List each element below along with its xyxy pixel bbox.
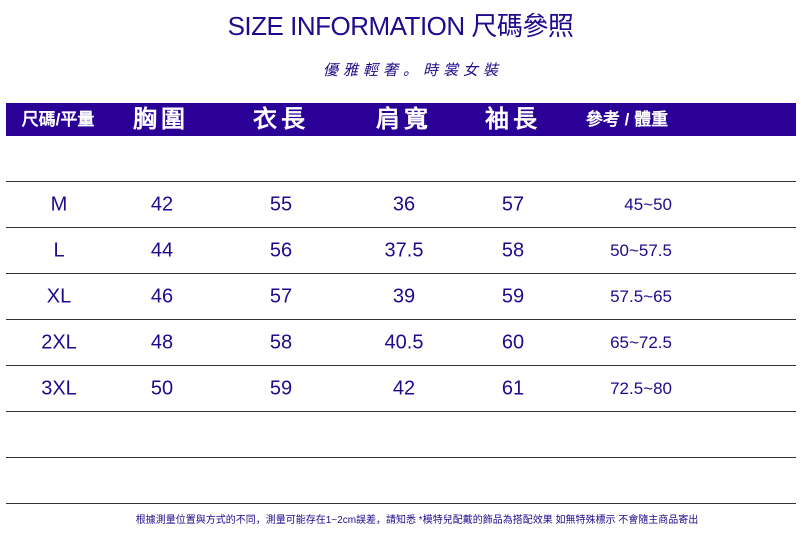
table-cell: 39 xyxy=(392,285,416,308)
row-divider xyxy=(6,273,796,274)
header-cell: 肩寬 xyxy=(376,106,432,133)
table-cell: 58 xyxy=(269,331,293,354)
footnote: 根據測量位置與方式的不同，測量可能存在1~2cm誤差，請知悉 *模特兒配戴的飾品… xyxy=(135,515,699,526)
table-cell: 3XL xyxy=(41,377,77,400)
table-cell: 55 xyxy=(269,193,293,216)
row-divider xyxy=(6,319,796,320)
table-cell: 56 xyxy=(269,239,293,262)
table-cell: 45~50 xyxy=(624,195,672,214)
table-cell: 48 xyxy=(150,331,174,354)
table-cell: 59 xyxy=(269,377,293,400)
table-cell: 40.5 xyxy=(384,331,424,354)
table-cell: 42 xyxy=(150,193,174,216)
row-divider xyxy=(6,365,796,366)
table-cell: XL xyxy=(46,285,72,308)
table-cell: 42 xyxy=(392,377,416,400)
row-divider xyxy=(6,457,796,458)
row-divider xyxy=(6,227,796,228)
table-header: 尺碼/平量 胸圍 衣長 肩寬 袖長 參考 / 體重 xyxy=(6,103,796,136)
header-cell: 胸圍 xyxy=(133,106,189,133)
row-divider xyxy=(6,181,796,182)
table-cell: M xyxy=(50,193,68,216)
table-cell: 36 xyxy=(392,193,416,216)
table-cell: 57 xyxy=(269,285,293,308)
header-cell: 袖長 xyxy=(485,106,541,133)
header-cell: 尺碼/平量 xyxy=(21,110,95,129)
header-cell: 參考 / 體重 xyxy=(585,110,669,129)
table-cell: 50 xyxy=(150,377,174,400)
table-cell: 37.5 xyxy=(384,239,424,262)
header-cell: 衣長 xyxy=(253,106,309,133)
row-divider xyxy=(6,411,796,412)
table-cell: 60 xyxy=(501,331,525,354)
row-divider xyxy=(6,503,796,504)
table-cell: 65~72.5 xyxy=(610,333,672,352)
table-cell: 50~57.5 xyxy=(610,241,672,260)
table-cell: 2XL xyxy=(41,331,77,354)
table-cell: 61 xyxy=(501,377,525,400)
page-title: SIZE INFORMATION 尺碼參照 xyxy=(227,11,574,41)
table-cell: 46 xyxy=(150,285,174,308)
table-cell: 72.5~80 xyxy=(610,379,672,398)
subtitle: 優雅輕奢。時裳女裝 xyxy=(322,62,503,79)
table-cell: 44 xyxy=(150,239,174,262)
table-cell: 58 xyxy=(501,239,525,262)
table-cell: L xyxy=(53,239,65,262)
table-cell: 57.5~65 xyxy=(610,287,672,306)
table-cell: 59 xyxy=(501,285,525,308)
table-cell: 57 xyxy=(501,193,525,216)
